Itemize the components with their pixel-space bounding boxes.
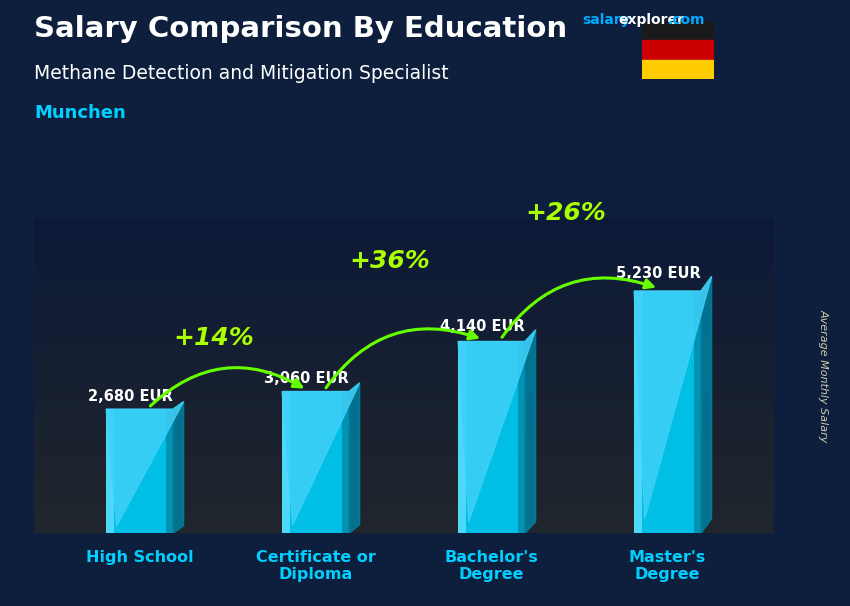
Bar bbox=[634, 291, 643, 533]
Bar bbox=[343, 391, 349, 533]
FancyBboxPatch shape bbox=[458, 341, 525, 533]
FancyBboxPatch shape bbox=[634, 291, 701, 533]
Text: +36%: +36% bbox=[349, 249, 430, 273]
Polygon shape bbox=[458, 330, 536, 522]
Text: Salary Comparison By Education: Salary Comparison By Education bbox=[34, 15, 567, 43]
Text: Average Monthly Salary: Average Monthly Salary bbox=[819, 309, 829, 442]
Polygon shape bbox=[525, 330, 536, 533]
Text: 2,680 EUR: 2,680 EUR bbox=[88, 389, 173, 404]
Bar bbox=[282, 391, 290, 533]
Bar bbox=[167, 409, 173, 533]
Bar bbox=[642, 41, 714, 59]
Text: Methane Detection and Mitigation Specialist: Methane Detection and Mitigation Special… bbox=[34, 64, 449, 82]
Text: 5,230 EUR: 5,230 EUR bbox=[616, 266, 701, 281]
FancyBboxPatch shape bbox=[282, 391, 349, 533]
Text: explorer: explorer bbox=[619, 13, 684, 27]
Text: salary: salary bbox=[582, 13, 630, 27]
Text: 3,060 EUR: 3,060 EUR bbox=[264, 371, 349, 386]
Text: 4,140 EUR: 4,140 EUR bbox=[440, 319, 525, 334]
Polygon shape bbox=[701, 276, 711, 533]
Text: +26%: +26% bbox=[525, 201, 606, 225]
Bar bbox=[642, 21, 714, 41]
FancyBboxPatch shape bbox=[106, 409, 173, 533]
Bar bbox=[106, 409, 114, 533]
Text: .com: .com bbox=[667, 13, 705, 27]
Polygon shape bbox=[634, 276, 711, 519]
Bar bbox=[458, 341, 466, 533]
Polygon shape bbox=[349, 383, 360, 533]
Text: Munchen: Munchen bbox=[34, 104, 126, 122]
Bar bbox=[642, 59, 714, 79]
Polygon shape bbox=[106, 402, 184, 526]
Polygon shape bbox=[173, 402, 184, 533]
Bar bbox=[694, 291, 701, 533]
Bar bbox=[518, 341, 525, 533]
Text: +14%: +14% bbox=[173, 325, 254, 350]
Polygon shape bbox=[282, 383, 360, 525]
